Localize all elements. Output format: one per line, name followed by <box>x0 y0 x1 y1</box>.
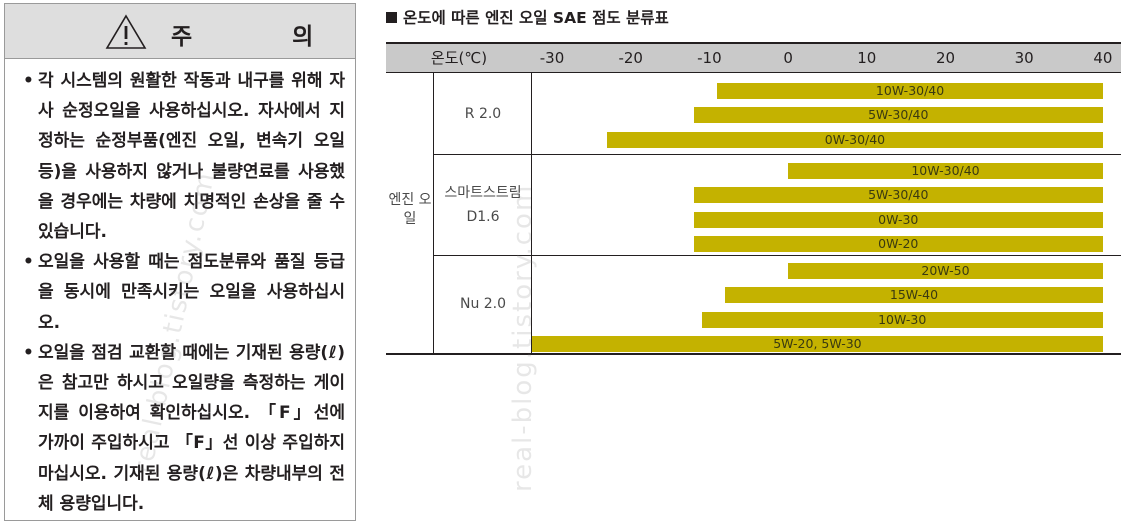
viscosity-bar: 5W-20, 5W-30 <box>532 335 1103 352</box>
viscosity-bar: 0W-20 <box>693 235 1103 252</box>
caution-item: 오일을 점검 교환할 때에는 기재된 용량(ℓ)은 참고만 하시고 오일량을 측… <box>23 338 345 519</box>
model-separator <box>434 154 1121 155</box>
caution-item: 각 시스템의 원활한 작동과 내구를 위해 자사 순정오일을 사용하십시오. 자… <box>23 66 345 247</box>
caution-item: 오일을 사용할 때는 점도분류와 품질 등급을 동시에 만족시키는 오일을 사용… <box>23 247 345 338</box>
temperature-header-row: 온도(℃) -30 -20 -10 0 10 20 30 40 <box>386 42 1121 73</box>
temperature-tick: -20 <box>618 49 643 67</box>
caution-header: 주 의 <box>5 4 355 59</box>
watermark: real-blog.tistory.com <box>508 183 538 492</box>
viscosity-bar: 0W-30 <box>693 211 1103 228</box>
viscosity-bar: 10W-30 <box>701 311 1103 328</box>
temperature-tick: 10 <box>857 49 877 67</box>
model-column <box>434 73 532 353</box>
caution-list: 각 시스템의 원활한 작동과 내구를 위해 자사 순정오일을 사용하십시오. 자… <box>5 59 355 519</box>
viscosity-table: 온도(℃) -30 -20 -10 0 10 20 30 40 엔진 오일 R 2.0 10W-… <box>386 42 1121 355</box>
temperature-tick: 0 <box>783 49 793 67</box>
table-title: 온도에 따른 엔진 오일 SAE 점도 분류표 <box>386 6 669 28</box>
viscosity-bar: 15W-40 <box>725 287 1103 304</box>
warning-triangle-icon <box>105 14 147 49</box>
caution-title: 주 의 <box>171 24 360 50</box>
temperature-tick: 30 <box>1014 49 1034 67</box>
caution-box: 주 의 각 시스템의 원활한 작동과 내구를 위해 자사 순정오일을 사용하십시… <box>4 3 356 521</box>
model-name: R 2.0 <box>464 105 502 122</box>
viscosity-bar: 0W-30/40 <box>607 131 1103 148</box>
temperature-header-label: 온도(℃) <box>430 49 488 67</box>
temperature-tick: -30 <box>539 49 565 67</box>
viscosity-bar: 20W-50 <box>788 263 1103 279</box>
model-name: Nu 2.0 <box>459 296 507 312</box>
square-bullet-icon <box>386 12 397 23</box>
table-body: 엔진 오일 R 2.0 10W-30/40 5W-30/40 0W-30/40 스마트스… <box>386 73 1121 355</box>
engine-oil-label: 엔진 오일 <box>388 192 432 227</box>
model-separator <box>434 255 1121 256</box>
viscosity-bar: 5W-30/40 <box>693 107 1103 124</box>
viscosity-bar: 10W-30/40 <box>788 163 1103 179</box>
temperature-tick: 20 <box>935 49 956 67</box>
engine-oil-column: 엔진 오일 <box>386 73 434 353</box>
temperature-tick: 40 <box>1093 49 1113 67</box>
model-name: 스마트스트림 D1.6 <box>444 184 522 225</box>
viscosity-bar: 10W-30/40 <box>717 83 1103 99</box>
viscosity-bar: 5W-30/40 <box>693 187 1103 204</box>
temperature-tick: -10 <box>697 49 722 67</box>
